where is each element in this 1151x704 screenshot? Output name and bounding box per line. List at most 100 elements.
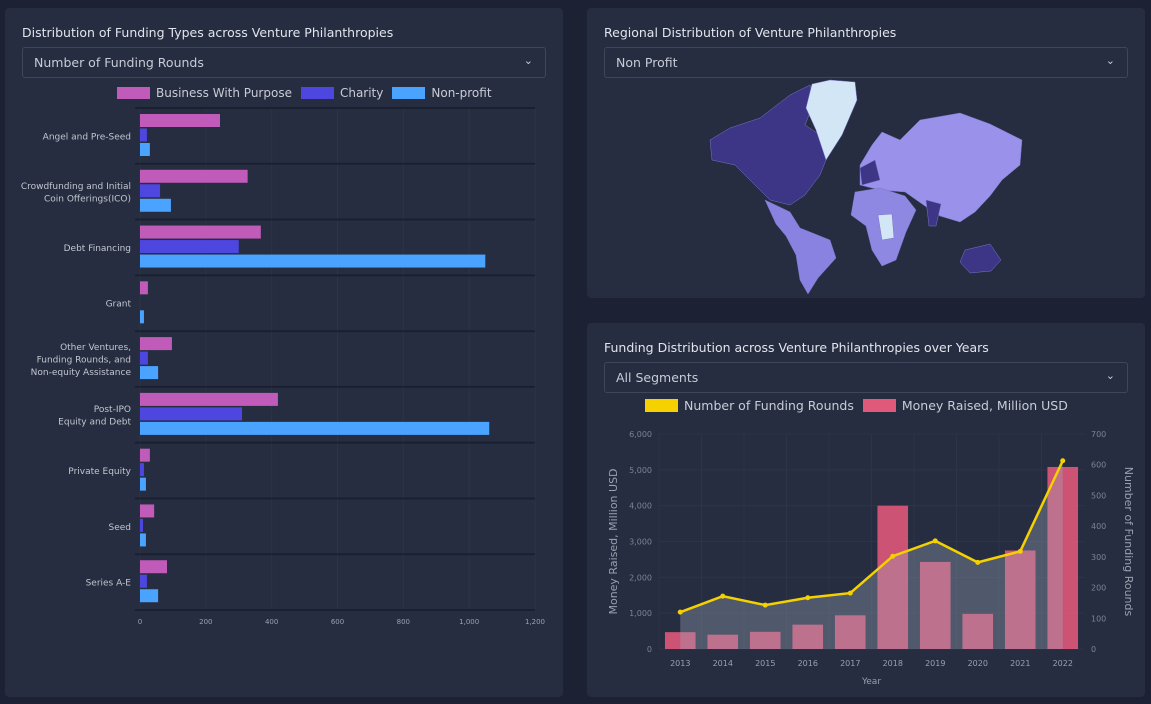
region-australia [959, 243, 1002, 274]
money-bar [919, 561, 951, 649]
bar-non-profit [140, 533, 146, 547]
legend-item[interactable]: Charity [300, 86, 384, 100]
bar-business-with-purpose [140, 392, 278, 406]
segment-select[interactable]: Non Profit ⌄ [604, 47, 1128, 78]
chart-legend: Business With Purpose Charity Non-profit [117, 86, 501, 100]
y2-tick-label: 300 [1091, 553, 1106, 562]
money-bar [749, 631, 781, 649]
legend-item[interactable]: Number of Funding Rounds [645, 398, 854, 413]
chevron-down-icon: ⌄ [1105, 369, 1115, 382]
y-tick-label: 3,000 [629, 538, 652, 547]
money-bar [707, 634, 739, 649]
rounds-point [762, 602, 768, 608]
x-tick-label: 2022 [1053, 659, 1073, 668]
money-bar [664, 632, 696, 649]
rounds-point [1060, 458, 1066, 464]
region-india [925, 199, 942, 227]
legend-swatch [392, 87, 426, 99]
bar-business-with-purpose [140, 448, 150, 462]
bar-business-with-purpose [140, 114, 220, 127]
chevron-down-icon: ⌄ [523, 54, 533, 67]
funding-types-chart: 0 200 400 600 800 1,000 1,200 Angel and Pre-See… [21, 107, 545, 626]
category-label: Grant [106, 300, 132, 310]
years-chart: 0 1,000 2,000 3,000 4,000 5,000 6,000 0 100 200 30… [607, 430, 1135, 687]
money-bar [1004, 550, 1036, 649]
legend-item[interactable]: Non-profit [392, 86, 492, 100]
rounds-area [680, 460, 1063, 649]
y2-tick-label: 400 [1091, 522, 1106, 531]
category-label: Series A-E [86, 579, 132, 589]
money-bar [1047, 466, 1079, 649]
bar-charity [140, 463, 144, 477]
legend-label: Non-profit [431, 86, 492, 100]
category-label: Other Ventures, Funding Rounds, and Non-eq… [31, 343, 132, 378]
money-bar [834, 615, 866, 649]
y-tick-label: 0 [647, 645, 652, 654]
legend-swatch [862, 399, 896, 412]
legend-label: Business With Purpose [156, 86, 292, 100]
bar-business-with-purpose [140, 337, 172, 351]
legend-swatch [645, 399, 678, 412]
world-map[interactable] [587, 8, 1145, 298]
y-tick-label: 6,000 [629, 430, 652, 439]
metric-select[interactable]: Number of Funding Rounds ⌄ [22, 47, 546, 78]
x-tick-label: 2013 [670, 659, 690, 668]
y2-tick-label: 700 [1091, 430, 1106, 439]
region-greenland [805, 79, 858, 161]
money-bar [792, 624, 824, 649]
bar-non-profit [140, 421, 490, 435]
bar-non-profit [140, 366, 159, 380]
y2-tick-label: 0 [1091, 645, 1096, 654]
y-tick-label: 2,000 [629, 573, 652, 582]
rounds-point [847, 590, 853, 596]
y-tick-label: 5,000 [629, 466, 652, 475]
category-label: Seed [109, 523, 132, 533]
x-tick-label: 2021 [1010, 659, 1030, 668]
bar-business-with-purpose [140, 504, 155, 518]
bar-non-profit [140, 589, 159, 603]
rounds-line [679, 460, 1064, 614]
chevron-down-icon: ⌄ [1105, 54, 1115, 67]
legend-item[interactable]: Money Raised, Million USD [862, 398, 1068, 413]
legend-item[interactable]: Business With Purpose [117, 86, 292, 100]
bar-charity [140, 407, 243, 421]
x-tick-label: 2014 [713, 659, 733, 668]
y-tick-label: 1,000 [629, 609, 652, 618]
bar-business-with-purpose [140, 560, 167, 574]
panel-title: Distribution of Funding Types across Ven… [22, 25, 394, 40]
panel-title: Funding Distribution across Venture Phil… [604, 340, 989, 355]
y2-axis-title: Number of Funding Rounds [1122, 467, 1135, 617]
category-label: Private Equity [68, 467, 131, 477]
legend-label: Charity [339, 86, 384, 100]
segment-select[interactable]: All Segments ⌄ [604, 362, 1128, 393]
rounds-point [720, 593, 726, 599]
x-tick-label: 400 [265, 618, 278, 626]
category-label: Debt Financing [64, 244, 131, 254]
legend-swatch [117, 87, 150, 99]
rounds-point [932, 538, 938, 544]
category-label: Post-IPO Equity and Debt [58, 405, 131, 428]
rounds-point [890, 553, 896, 559]
rounds-point [1017, 548, 1023, 554]
funding-types-panel: Distribution of Funding Types across Ven… [5, 8, 563, 697]
bar-non-profit [140, 254, 486, 268]
category-label: Angel and Pre-Seed [43, 132, 131, 142]
x-tick-label: 600 [331, 618, 344, 626]
bar-charity [140, 128, 147, 142]
select-value: Number of Funding Rounds [34, 55, 204, 70]
bar-non-profit [140, 198, 171, 212]
years-panel: Funding Distribution across Venture Phil… [587, 323, 1145, 697]
bar-non-profit [140, 477, 146, 491]
region-central-africa [877, 213, 895, 241]
x-tick-label: 2018 [883, 659, 903, 668]
bar-non-profit [140, 143, 150, 156]
x-tick-label: 1,200 [525, 618, 545, 626]
y-tick-label: 4,000 [629, 502, 652, 511]
bar-non-profit [140, 310, 144, 324]
x-tick-label: 2020 [968, 659, 988, 668]
panel-title: Regional Distribution of Venture Philant… [604, 25, 897, 40]
x-tick-label: 200 [199, 618, 212, 626]
y2-tick-label: 200 [1091, 584, 1106, 593]
x-tick-label: 2019 [925, 659, 945, 668]
legend-label: Number of Funding Rounds [684, 398, 854, 413]
